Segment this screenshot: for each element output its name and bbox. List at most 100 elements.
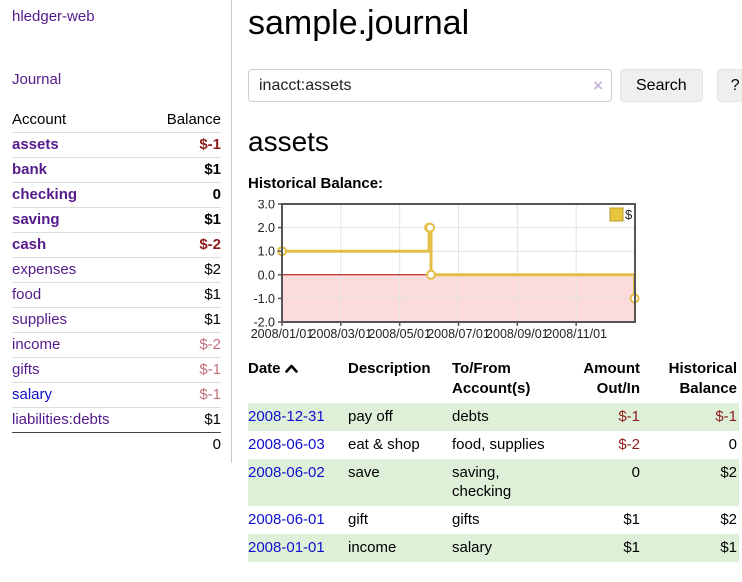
account-link-checking[interactable]: checking	[12, 186, 78, 203]
transaction-description: eat & shop	[348, 436, 420, 453]
account-balance-cash: $-2	[146, 232, 221, 258]
accounts-total-row: 0	[12, 432, 221, 457]
svg-text:2008/05/01: 2008/05/01	[368, 327, 431, 341]
accounts-column-header: Account	[12, 111, 67, 128]
sidebar: hledger-web Journal Account Balance asse…	[0, 0, 232, 463]
transaction-accounts: debts	[452, 408, 489, 425]
register-row-2008-06-02: 2008-06-02 save saving, checking 0 $2	[248, 459, 739, 506]
account-link-cash[interactable]: cash	[12, 236, 47, 253]
svg-text:-1.0: -1.0	[253, 292, 275, 306]
svg-text:2008/07/01: 2008/07/01	[427, 327, 490, 341]
svg-text:2008/03/01: 2008/03/01	[310, 327, 373, 341]
account-link-salary[interactable]: salary	[12, 386, 53, 403]
account-balance-salary: $-1	[146, 382, 221, 408]
account-link-liabilities-debts[interactable]: liabilities:debts	[12, 411, 110, 428]
account-balance-income: $-2	[146, 332, 221, 358]
svg-text:0.0: 0.0	[258, 268, 275, 282]
transaction-date-link[interactable]: 2008-06-03	[248, 436, 325, 453]
register-row-2008-06-03: 2008-06-03 eat & shop food, supplies $-2…	[248, 431, 739, 459]
transaction-amount: $-1	[618, 408, 640, 425]
account-row-cash: cash $-2	[12, 232, 221, 258]
register-row-2008-06-01: 2008-06-01 gift gifts $1 $2	[248, 506, 739, 534]
search-input[interactable]	[248, 69, 612, 102]
register-table: Date Description To/From Account(s) Amou…	[248, 357, 739, 562]
accounts-table: Account Balance assets $-1 bank $1 check…	[12, 108, 221, 457]
svg-text:3.0: 3.0	[258, 200, 275, 212]
svg-text:2.0: 2.0	[258, 221, 275, 235]
account-heading: assets	[248, 126, 329, 157]
register-col-date[interactable]: Date	[248, 357, 348, 403]
register-col-balance: Historical Balance	[668, 360, 737, 397]
transaction-balance: $2	[720, 464, 737, 481]
transaction-accounts: salary	[452, 539, 493, 556]
page: hledger-web Journal Account Balance asse…	[0, 0, 742, 562]
transaction-description: save	[348, 464, 380, 481]
account-row-liabilities-debts: liabilities:debts $1	[12, 407, 221, 433]
account-link-bank[interactable]: bank	[12, 161, 48, 178]
account-row-salary: salary $-1	[12, 382, 221, 408]
account-balance-food: $1	[146, 282, 221, 308]
account-row-food: food $1	[12, 282, 221, 308]
account-balance-bank: $1	[146, 157, 221, 183]
account-link-saving[interactable]: saving	[12, 211, 60, 228]
account-link-expenses[interactable]: expenses	[12, 261, 77, 278]
account-row-bank: bank $1	[12, 157, 221, 183]
svg-text:1.0: 1.0	[258, 245, 275, 259]
account-row-gifts: gifts $-1	[12, 357, 221, 383]
journal-title: sample.journal	[248, 4, 470, 42]
svg-text:2008/11/01: 2008/11/01	[545, 327, 607, 341]
account-balance-checking: 0	[146, 182, 221, 208]
account-link-gifts[interactable]: gifts	[12, 361, 40, 378]
account-row-assets: assets $-1	[12, 132, 221, 158]
register-col-amount: Amount Out/In	[583, 360, 640, 397]
main-content: sample.journal × Search ? assets Histori…	[232, 0, 742, 562]
transaction-amount: 0	[631, 464, 640, 481]
svg-text:-2.0: -2.0	[253, 316, 275, 330]
help-button[interactable]: ?	[716, 69, 742, 102]
register-header-row: Date Description To/From Account(s) Amou…	[248, 357, 739, 403]
transaction-amount: $-2	[618, 436, 640, 453]
accounts-table-header: Account Balance	[12, 108, 221, 133]
transaction-description: gift	[348, 511, 369, 528]
account-link-supplies[interactable]: supplies	[12, 311, 68, 328]
transaction-balance: 0	[728, 436, 737, 453]
search-button[interactable]: Search	[620, 69, 703, 102]
historical-balance-chart: $3.0 2.0 1.0 0.0 -1.0 -2.02008/01/012008/03/0…	[251, 200, 640, 341]
account-link-assets[interactable]: assets	[12, 136, 59, 153]
transaction-date-link[interactable]: 2008-12-31	[248, 408, 325, 425]
account-balance-liabilities-debts: $1	[146, 407, 221, 433]
transaction-amount: $1	[623, 539, 640, 556]
transaction-balance: $1	[720, 539, 737, 556]
register-row-2008-01-01: 2008-01-01 income salary $1 $1	[248, 534, 739, 562]
account-balance-gifts: $-1	[146, 357, 221, 383]
account-balance-assets: $-1	[146, 132, 221, 158]
account-row-saving: saving $1	[12, 207, 221, 233]
transaction-accounts: food, supplies	[452, 436, 545, 453]
account-balance-saving: $1	[146, 207, 221, 233]
balance-column-header: Balance	[166, 111, 221, 128]
account-row-expenses: expenses $2	[12, 257, 221, 283]
svg-text:2008/01/01: 2008/01/01	[251, 327, 314, 341]
nav-journal-link[interactable]: Journal	[12, 71, 62, 88]
account-row-checking: checking 0	[12, 182, 221, 208]
sort-ascending-icon	[284, 364, 298, 373]
brand-link[interactable]: hledger-web	[12, 8, 95, 25]
search-bar: × Search ?	[248, 69, 742, 102]
register-row-2008-12-31: 2008-12-31 pay off debts $-1 $-1	[248, 403, 739, 431]
transaction-date-link[interactable]: 2008-06-01	[248, 511, 325, 528]
transaction-balance: $2	[720, 511, 737, 528]
account-link-food[interactable]: food	[12, 286, 42, 303]
search-input-wrap: ×	[248, 69, 612, 102]
transaction-accounts: saving, checking	[452, 464, 512, 500]
account-balance-supplies: $1	[146, 307, 221, 333]
accounts-total-balance: 0	[146, 432, 221, 457]
transaction-balance: $-1	[715, 408, 737, 425]
register-col-description: Description	[348, 360, 431, 377]
account-link-income[interactable]: income	[12, 336, 61, 353]
svg-text:$: $	[625, 207, 633, 222]
transaction-date-link[interactable]: 2008-01-01	[248, 539, 325, 556]
account-balance-expenses: $2	[146, 257, 221, 283]
transaction-description: pay off	[348, 408, 393, 425]
transaction-date-link[interactable]: 2008-06-02	[248, 464, 325, 481]
clear-search-icon[interactable]: ×	[593, 75, 603, 95]
